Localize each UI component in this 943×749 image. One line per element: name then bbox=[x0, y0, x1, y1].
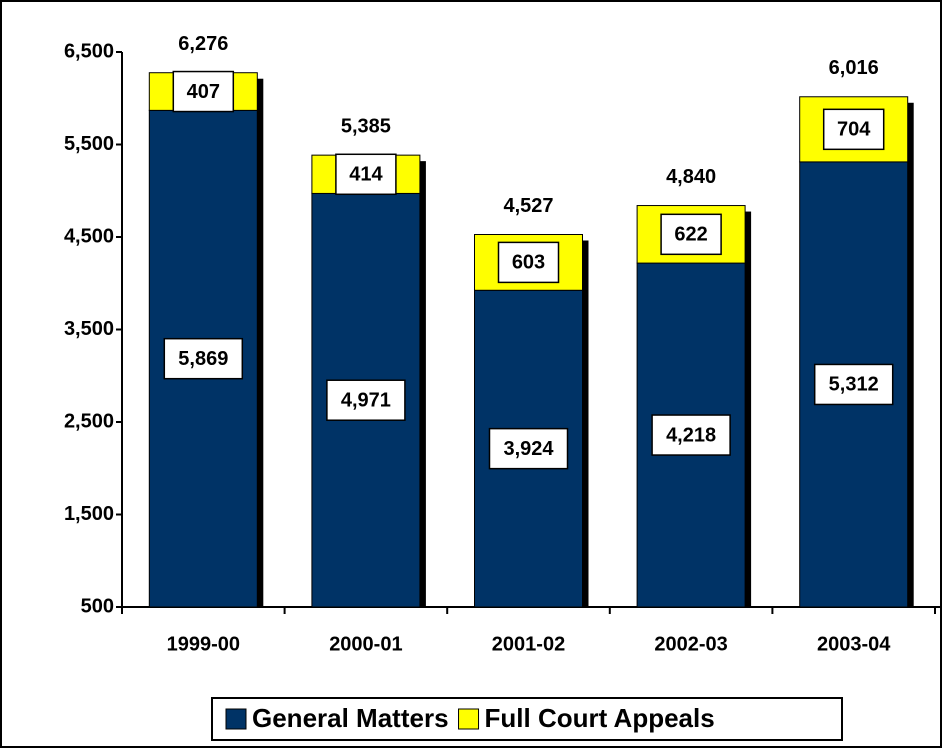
y-tick-label: 3,500 bbox=[64, 318, 114, 340]
value-label: 603 bbox=[512, 252, 545, 274]
label-box bbox=[651, 414, 731, 456]
total-label: 4,840 bbox=[666, 166, 716, 188]
value-label: 407 bbox=[187, 81, 220, 103]
x-tick-label: 2003-04 bbox=[817, 633, 891, 655]
label-box bbox=[822, 108, 885, 151]
total-label: 6,276 bbox=[178, 33, 228, 55]
y-tick-label: 500 bbox=[81, 595, 114, 617]
legend-label: General Matters bbox=[252, 703, 449, 733]
value-label: 414 bbox=[349, 164, 383, 186]
y-tick-label: 6,500 bbox=[64, 40, 114, 62]
label-box bbox=[172, 70, 235, 113]
y-tick-label: 5,500 bbox=[64, 133, 114, 155]
y-tick-label: 2,500 bbox=[64, 410, 114, 432]
y-tick-label: 4,500 bbox=[64, 225, 114, 247]
legend-swatch bbox=[458, 708, 480, 730]
value-label: 704 bbox=[837, 119, 871, 141]
total-label: 6,016 bbox=[829, 57, 879, 79]
label-box bbox=[497, 241, 560, 284]
label-box bbox=[163, 337, 244, 380]
legend-box bbox=[211, 697, 843, 741]
total-label: 5,385 bbox=[341, 115, 391, 137]
label-box bbox=[660, 213, 722, 256]
value-label: 4,971 bbox=[341, 389, 391, 411]
value-label: 4,218 bbox=[666, 424, 716, 446]
legend-label: Full Court Appeals bbox=[485, 703, 715, 733]
x-tick-label: 2002-03 bbox=[654, 633, 727, 655]
total-label: 4,527 bbox=[503, 195, 553, 217]
value-label: 622 bbox=[674, 224, 707, 246]
legend-swatch bbox=[225, 708, 247, 730]
label-box bbox=[326, 379, 406, 421]
value-label: 5,869 bbox=[178, 348, 228, 370]
value-label: 5,312 bbox=[829, 374, 879, 396]
x-tick-label: 2001-02 bbox=[492, 633, 565, 655]
label-box bbox=[488, 427, 569, 470]
y-tick-label: 1,500 bbox=[64, 503, 114, 525]
x-tick-label: 2000-01 bbox=[329, 633, 402, 655]
label-box bbox=[813, 363, 894, 406]
value-label: 3,924 bbox=[503, 438, 554, 460]
label-box bbox=[335, 153, 397, 196]
x-tick-label: 1999-00 bbox=[167, 633, 240, 655]
